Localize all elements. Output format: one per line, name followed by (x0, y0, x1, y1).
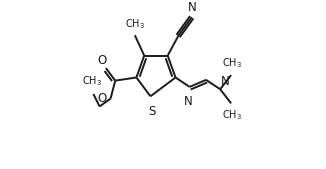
Text: S: S (148, 105, 156, 118)
Text: O: O (97, 54, 107, 67)
Text: CH$_3$: CH$_3$ (125, 17, 145, 31)
Text: CH$_3$: CH$_3$ (222, 108, 242, 122)
Text: N: N (184, 95, 192, 108)
Text: CH$_3$: CH$_3$ (222, 57, 242, 70)
Text: N: N (188, 1, 197, 14)
Text: O: O (97, 92, 107, 105)
Text: CH$_3$: CH$_3$ (82, 75, 102, 88)
Text: N: N (221, 75, 230, 88)
